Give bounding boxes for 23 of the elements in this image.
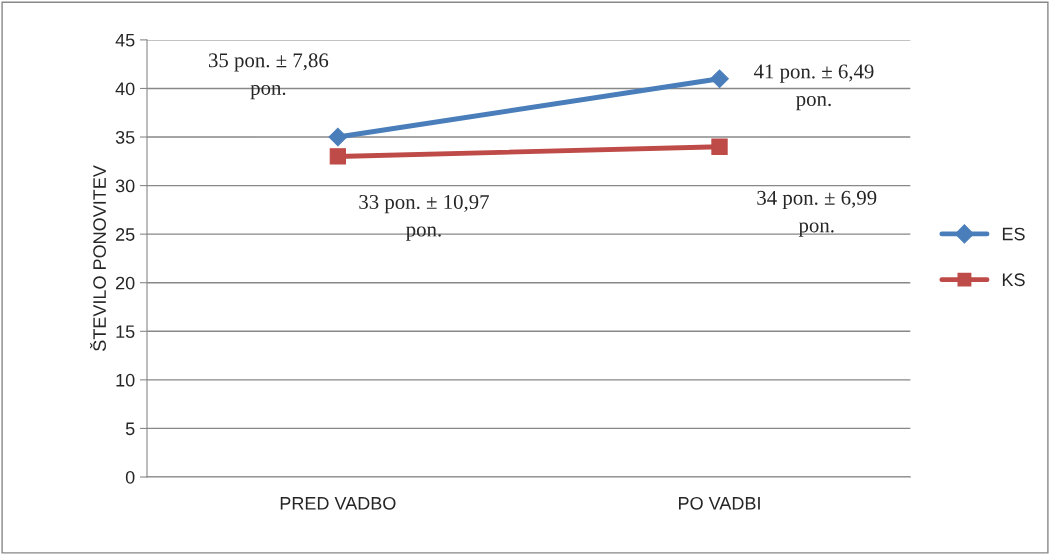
- y-tick-label: 25: [116, 228, 135, 241]
- point: [711, 138, 728, 155]
- point: [710, 69, 729, 89]
- y-tick-label: 20: [116, 276, 135, 290]
- y-tick-label: 0: [125, 470, 135, 484]
- data-label: 41 pon. ± 6,49 pon.: [753, 64, 874, 111]
- legend-label: KS: [1002, 273, 1025, 287]
- y-axis-title: ŠTEVILO PONOVITEV: [90, 165, 106, 351]
- x-tick-label: PO VADBI: [679, 496, 760, 510]
- y-tick-label: 30: [115, 179, 135, 193]
- data-label: 35 pon. ± 7,86 pon.: [208, 53, 329, 100]
- y-tick-label: 35: [115, 130, 135, 144]
- y-tick-label: 5: [125, 422, 135, 436]
- x-tick-label: PRED VADBO: [280, 496, 396, 510]
- y-tick-label: 40: [115, 82, 135, 96]
- y-tick-label: 10: [116, 373, 135, 387]
- y-tick-label: 45: [115, 34, 135, 47]
- y-tick-label: 15: [116, 325, 135, 339]
- point: [329, 148, 346, 165]
- data-label: 34 pon. ± 6,99 pon.: [757, 190, 877, 237]
- legend-label: ES: [1002, 227, 1025, 241]
- data-label: 33 pon. ± 10,97 pon.: [359, 194, 489, 241]
- point: [328, 127, 348, 147]
